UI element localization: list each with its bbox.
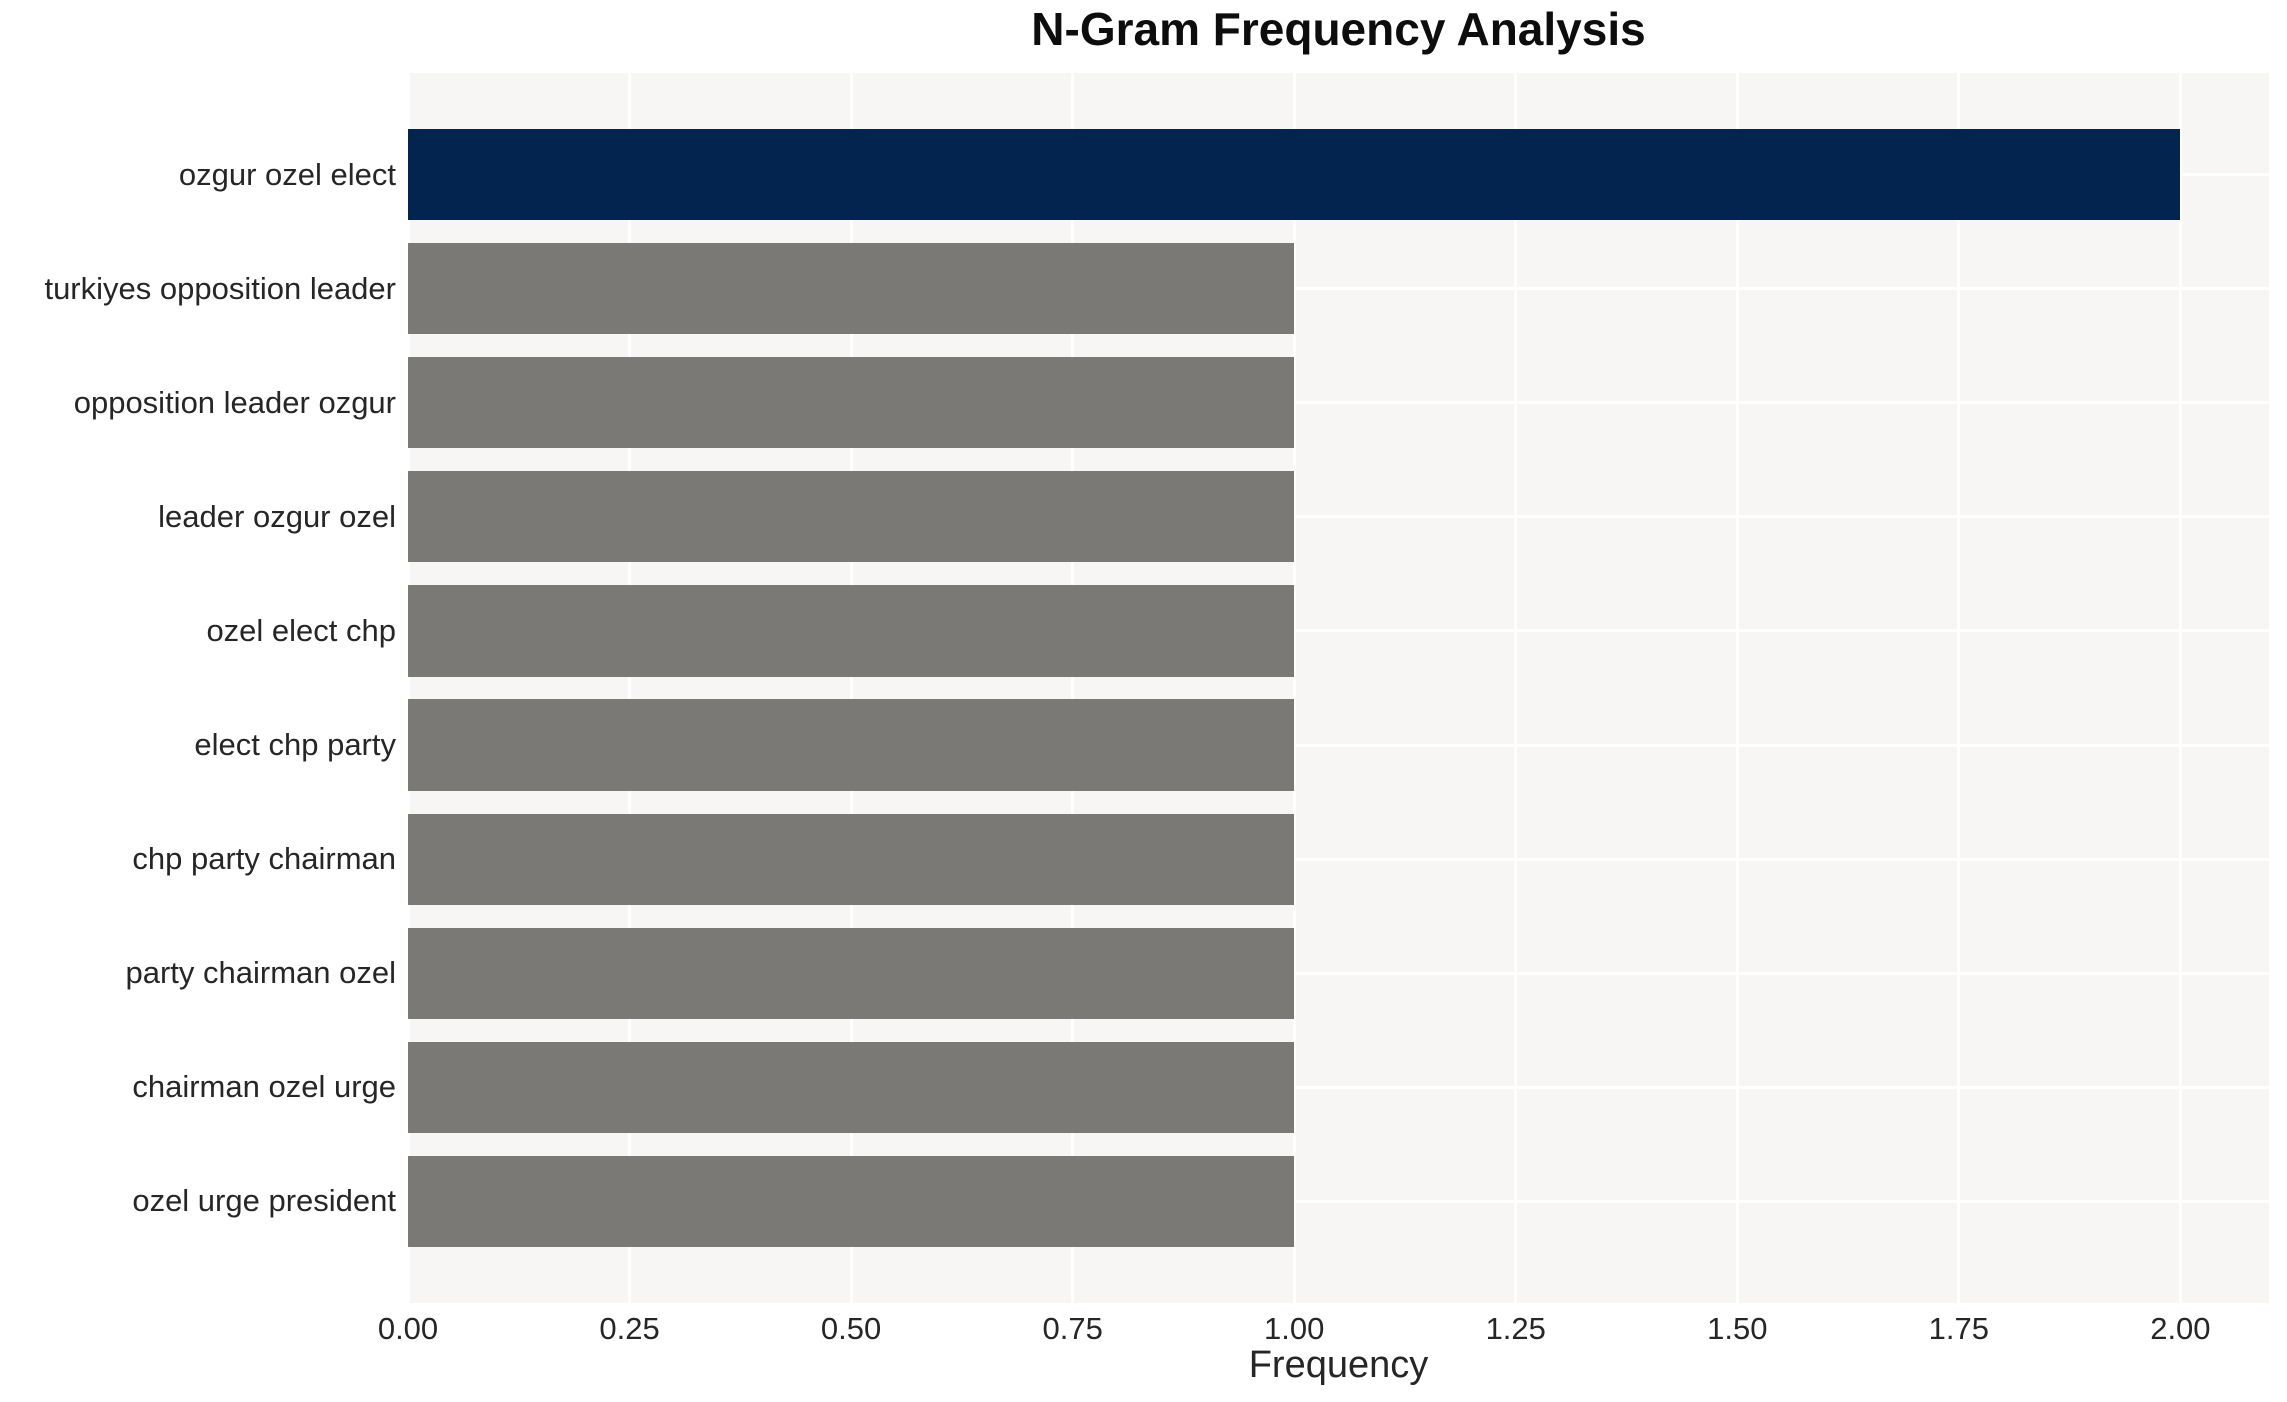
category-label: ozel urge president bbox=[132, 1183, 396, 1219]
x-tick-label: 1.50 bbox=[1707, 1311, 1768, 1346]
vertical-gridline bbox=[1735, 73, 1739, 1303]
plot-area bbox=[406, 73, 2269, 1303]
x-tick-label: 1.00 bbox=[1264, 1311, 1325, 1346]
horizontal-gridline bbox=[408, 515, 2269, 519]
category-label: chp party chairman bbox=[132, 841, 396, 877]
bar-opposition-leader-ozgur bbox=[408, 357, 1295, 449]
bar-ozgur-ozel-elect bbox=[408, 128, 2181, 221]
category-label: opposition leader ozgur bbox=[73, 384, 396, 420]
horizontal-gridline bbox=[408, 629, 2269, 633]
horizontal-gridline bbox=[408, 971, 2269, 975]
chart-title: N-Gram Frequency Analysis bbox=[1031, 3, 1646, 55]
horizontal-gridline bbox=[408, 287, 2269, 291]
x-tick-label: 0.25 bbox=[599, 1311, 660, 1346]
category-label: ozgur ozel elect bbox=[178, 156, 396, 192]
bar-ozel-elect-chp bbox=[408, 585, 1295, 677]
vertical-gridline bbox=[1292, 73, 1296, 1303]
category-label: turkiyes opposition leader bbox=[44, 270, 396, 306]
horizontal-gridline bbox=[408, 1199, 2269, 1203]
bar-party-chairman-ozel bbox=[408, 927, 1295, 1019]
vertical-gridline bbox=[2178, 73, 2182, 1303]
vertical-gridline bbox=[406, 73, 410, 1303]
x-axis-label: Frequency bbox=[1248, 1344, 1429, 1386]
vertical-gridline bbox=[849, 73, 853, 1303]
x-tick-label: 1.75 bbox=[1928, 1311, 1989, 1346]
bar-chp-party-chairman bbox=[408, 813, 1295, 905]
category-label: chairman ozel urge bbox=[132, 1069, 396, 1105]
category-label: elect chp party bbox=[194, 727, 396, 763]
horizontal-gridline bbox=[408, 743, 2269, 747]
vertical-gridline bbox=[1957, 73, 1961, 1303]
x-tick-label: 2.00 bbox=[2150, 1311, 2211, 1346]
bar-ozel-urge-president bbox=[408, 1155, 1295, 1248]
category-label: party chairman ozel bbox=[125, 955, 396, 991]
x-tick-label: 0.50 bbox=[820, 1311, 882, 1346]
x-tick-label: 0.00 bbox=[377, 1311, 439, 1346]
category-label: ozel elect chp bbox=[206, 612, 396, 648]
bar-elect-chp-party bbox=[408, 699, 1295, 791]
category-label: leader ozgur ozel bbox=[158, 498, 396, 534]
x-tick-label: 0.75 bbox=[1042, 1311, 1103, 1346]
x-tick-label: 1.25 bbox=[1485, 1311, 1546, 1346]
bar-leader-ozgur-ozel bbox=[408, 471, 1295, 563]
bar-chairman-ozel-urge bbox=[408, 1041, 1295, 1133]
horizontal-gridline bbox=[408, 857, 2269, 861]
horizontal-gridline bbox=[408, 401, 2269, 405]
vertical-gridline bbox=[628, 73, 632, 1303]
vertical-gridline bbox=[1514, 73, 1518, 1303]
bar-turkiyes-opposition-leader bbox=[408, 243, 1295, 335]
horizontal-gridline bbox=[408, 1085, 2269, 1089]
vertical-gridline bbox=[1071, 73, 1075, 1303]
